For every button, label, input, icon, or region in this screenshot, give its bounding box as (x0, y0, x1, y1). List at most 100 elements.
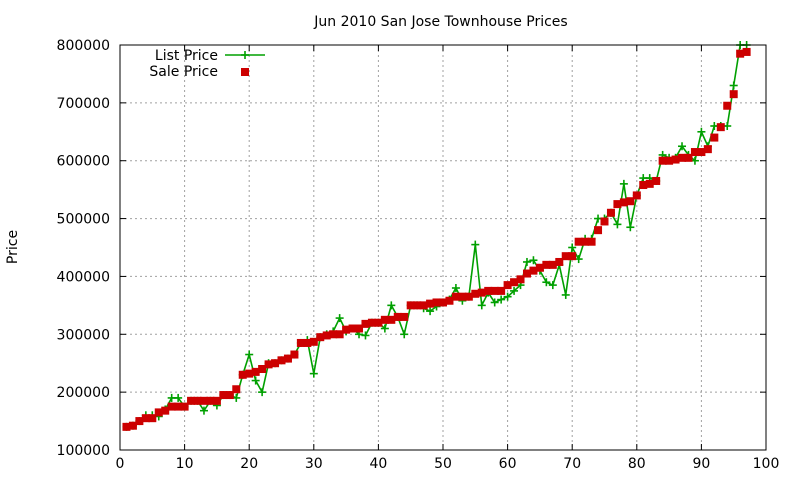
data-point-sale-price (471, 289, 480, 298)
data-point-sale-price (619, 198, 628, 207)
data-point-sale-price (645, 179, 654, 188)
data-point-sale-price (329, 330, 338, 339)
data-point-sale-price (451, 292, 460, 301)
data-point-list-price (251, 376, 260, 385)
data-point-sale-price (445, 296, 454, 305)
data-point-sale-price (212, 396, 221, 405)
data-point-sale-price (406, 301, 415, 310)
axes: 0 10 20 30 40 50 60 70 80 90 100 100000 200000 300000… (57, 38, 780, 472)
data-point-sale-price (464, 292, 473, 301)
data-point-list-price (451, 284, 460, 292)
data-point-sale-price (729, 90, 738, 99)
data-point-sale-price (742, 47, 751, 56)
data-point-list-price (503, 292, 512, 301)
data-point-sale-price (652, 176, 661, 185)
data-point-list-price (335, 314, 344, 323)
data-point-sale-price (393, 312, 402, 321)
data-point-sale-price (594, 226, 603, 235)
x-tick-label: 80 (628, 456, 646, 472)
data-point-sale-price (426, 299, 435, 308)
data-point-sale-price (187, 396, 196, 405)
data-point-list-price (490, 298, 499, 307)
data-point-sale-price (684, 153, 693, 162)
data-point-sale-price (710, 133, 719, 142)
data-point-list-price (361, 331, 370, 340)
series-layer (122, 41, 751, 431)
legend-marker-sale-price (241, 68, 249, 76)
data-point-list-price (258, 388, 267, 397)
data-point-sale-price (555, 257, 564, 266)
data-point-sale-price (439, 298, 447, 307)
data-point-sale-price (568, 252, 577, 261)
data-point-sale-price (477, 288, 486, 297)
data-point-sale-price (458, 292, 467, 301)
y-tick-label: 300000 (57, 327, 110, 343)
data-point-sale-price (671, 155, 680, 164)
data-point-sale-price (690, 148, 699, 157)
x-tick-label: 50 (434, 456, 452, 472)
data-point-sale-price (613, 200, 622, 209)
data-point-sale-price (380, 315, 389, 324)
data-point-sale-price (167, 402, 176, 411)
data-point-sale-price (161, 406, 170, 415)
data-point-list-price (678, 142, 687, 151)
data-point-sale-price (510, 278, 519, 287)
data-point-sale-price (703, 145, 712, 154)
series-list-price (122, 41, 751, 431)
data-point-sale-price (561, 252, 570, 261)
y-tick-label: 500000 (57, 212, 110, 228)
data-point-sale-price (587, 237, 596, 246)
data-point-sale-price (626, 197, 635, 206)
data-point-list-price (174, 393, 183, 402)
data-point-list-price (477, 301, 486, 310)
data-point-sale-price (296, 338, 305, 347)
legend-label-list-price: List Price (155, 48, 218, 64)
data-point-list-price (245, 350, 254, 359)
data-point-sale-price (309, 337, 318, 346)
data-point-sale-price (497, 286, 506, 295)
grid (120, 45, 766, 450)
data-point-list-price (619, 179, 628, 188)
data-point-list-price (613, 220, 622, 229)
x-tick-label: 90 (692, 456, 710, 472)
series-line-list-price (126, 44, 747, 428)
data-point-list-price (309, 369, 318, 378)
data-point-sale-price (697, 148, 706, 157)
y-tick-label: 800000 (57, 38, 110, 54)
data-point-sale-price (658, 156, 667, 165)
data-point-sale-price (148, 414, 157, 423)
plot-frame (119, 44, 767, 451)
data-point-sale-price (141, 414, 150, 423)
y-tick-label: 400000 (57, 269, 110, 285)
data-point-sale-price (374, 318, 383, 327)
data-point-sale-price (522, 269, 531, 278)
data-point-sale-price (264, 360, 273, 369)
legend-entry-sale-price: Sale Price (149, 64, 249, 80)
data-point-sale-price (632, 191, 641, 200)
data-point-sale-price (154, 408, 163, 417)
data-point-sale-price (174, 402, 183, 411)
data-point-sale-price (348, 324, 357, 333)
legend-entry-list-price: List Price (155, 48, 265, 64)
data-point-sale-price (736, 49, 745, 58)
data-point-sale-price (251, 367, 260, 376)
data-point-sale-price (419, 301, 428, 310)
legend: List Price Sale Price (149, 48, 265, 80)
data-point-sale-price (238, 370, 247, 379)
y-tick-label: 600000 (57, 154, 110, 170)
data-point-sale-price (342, 325, 351, 334)
data-point-sale-price (245, 369, 254, 378)
y-tick-label: 700000 (57, 96, 110, 112)
data-point-sale-price (122, 422, 131, 431)
data-point-sale-price (322, 331, 331, 340)
data-point-sale-price (716, 123, 725, 132)
data-point-sale-price (413, 301, 422, 310)
data-point-sale-price (219, 391, 228, 400)
series-sale-price (122, 47, 751, 431)
data-point-list-price (561, 290, 570, 299)
data-point-list-price (729, 81, 738, 90)
data-point-sale-price (303, 338, 312, 347)
data-point-list-price (497, 295, 506, 304)
data-point-sale-price (193, 396, 202, 405)
